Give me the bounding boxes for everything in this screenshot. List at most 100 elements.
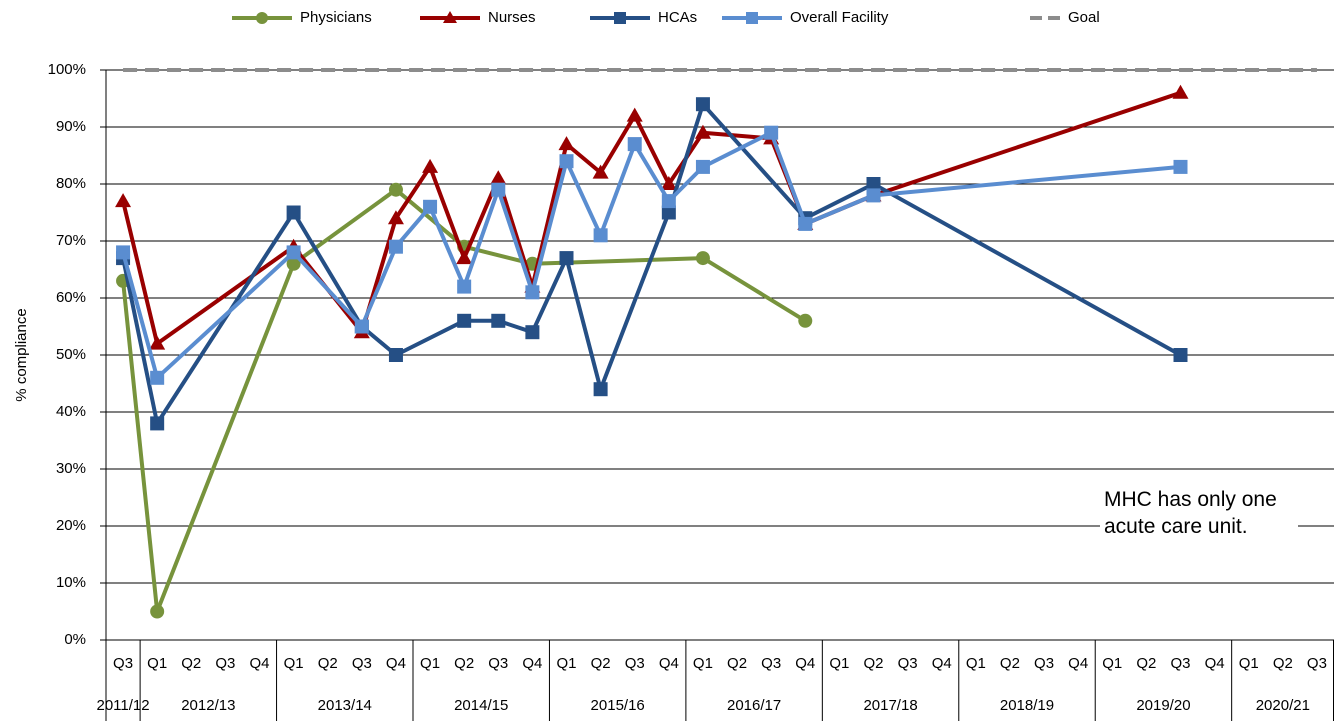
point	[149, 335, 166, 350]
y-tick-label: 70%	[56, 232, 86, 249]
series-segment	[632, 113, 671, 186]
x-tick-label: Q2	[727, 655, 747, 672]
series-segment	[393, 164, 433, 221]
point	[1172, 84, 1189, 99]
y-tick-label: 80%	[56, 175, 86, 192]
series-segment	[393, 187, 467, 249]
point	[694, 124, 711, 139]
series-segment	[121, 250, 160, 380]
series-segment	[155, 250, 296, 380]
x-tick-label: Q1	[1239, 655, 1259, 672]
point	[115, 193, 132, 208]
series-segment	[428, 164, 467, 261]
x-group-label: 2018/19	[1000, 697, 1054, 714]
y-tick-label: 50%	[56, 346, 86, 363]
x-tick-label: Q1	[420, 655, 440, 672]
point	[866, 188, 881, 203]
x-tick-label: Q1	[1102, 655, 1122, 672]
point	[1173, 159, 1188, 174]
series-segment	[632, 142, 671, 204]
point	[661, 205, 676, 220]
x-tick-label: Q2	[181, 655, 201, 672]
series-segment	[530, 256, 569, 335]
point	[491, 182, 506, 197]
series-segment	[564, 159, 603, 238]
point	[286, 256, 301, 271]
x-tick-label: Q1	[966, 655, 986, 672]
series-segment	[121, 256, 160, 426]
x-tick-label: Q3	[1034, 655, 1054, 672]
point	[592, 164, 609, 179]
series-segment	[803, 182, 876, 221]
y-tick-label: 20%	[56, 517, 86, 534]
point	[660, 176, 677, 190]
point	[695, 97, 710, 112]
x-tick-label: Q4	[386, 655, 406, 672]
point	[559, 251, 574, 266]
x-tick-label: Q4	[659, 655, 679, 672]
y-tick-label: 40%	[56, 403, 86, 420]
x-group-label: 2020/21	[1256, 697, 1310, 714]
y-tick-label: 10%	[56, 574, 86, 591]
x-tick-label: Q3	[898, 655, 918, 672]
legend-label: Nurses	[488, 9, 536, 26]
point	[1173, 348, 1188, 362]
annotation: MHC has only one acute care unit.	[1100, 484, 1298, 542]
point	[593, 228, 608, 243]
x-group-label: 2014/15	[454, 697, 508, 714]
x-tick-label: Q3	[1170, 655, 1190, 672]
legend-label: Overall Facility	[790, 9, 889, 26]
x-tick-label: Q1	[556, 655, 576, 672]
series-segment	[530, 159, 569, 295]
series-segment	[291, 210, 364, 329]
x-tick-label: Q2	[1273, 655, 1293, 672]
series-segment	[871, 182, 1183, 357]
series-segment	[598, 142, 637, 238]
point	[695, 159, 710, 174]
series-segment	[496, 187, 535, 295]
x-tick-label: Q1	[284, 655, 304, 672]
series-segment	[598, 210, 671, 392]
x-tick-label: Q4	[249, 655, 269, 672]
x-tick-label: Q4	[522, 655, 542, 672]
legend-label: Goal	[1068, 9, 1100, 26]
series-segment	[598, 113, 637, 175]
x-group-label: 2013/14	[318, 697, 372, 714]
point	[558, 136, 575, 151]
series-segment	[359, 244, 398, 329]
point	[150, 604, 165, 619]
point	[593, 382, 608, 397]
series-segment	[155, 210, 296, 426]
x-group-label: 2015/16	[591, 697, 645, 714]
point	[661, 194, 676, 209]
series-segment	[121, 278, 160, 614]
point	[866, 177, 881, 191]
x-tick-label: Q3	[1307, 655, 1327, 672]
x-tick-label: Q2	[454, 655, 474, 672]
point	[388, 348, 403, 362]
legend-marker	[443, 11, 457, 23]
point	[798, 216, 813, 231]
x-tick-label: Q1	[693, 655, 713, 672]
x-tick-label: Q3	[215, 655, 235, 672]
point	[525, 285, 540, 300]
x-group-label: 2012/13	[181, 697, 235, 714]
series-segment	[530, 256, 705, 266]
x-group-label: 2011/12	[97, 697, 150, 714]
point	[286, 205, 301, 220]
legend-label: HCAs	[658, 9, 697, 26]
point	[150, 370, 165, 385]
point	[456, 250, 473, 265]
legend-label: Physicians	[300, 9, 372, 26]
x-tick-label: Q3	[761, 655, 781, 672]
legend-marker	[746, 12, 758, 24]
y-tick-label: 30%	[56, 460, 86, 477]
x-tick-label: Q2	[863, 655, 883, 672]
series-segment	[803, 193, 876, 226]
series-segment	[155, 261, 296, 614]
x-tick-label: Q2	[318, 655, 338, 672]
series-segment	[393, 318, 467, 357]
x-tick-label: Q4	[795, 655, 815, 672]
